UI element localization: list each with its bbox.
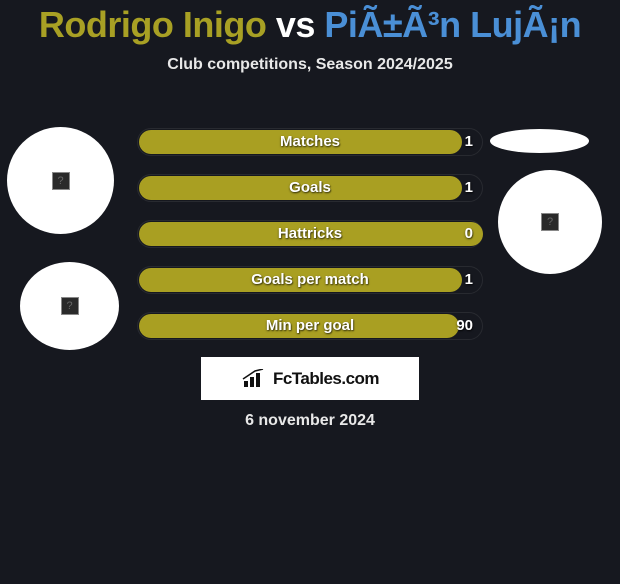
stat-label: Goals per match bbox=[137, 266, 483, 294]
subtitle: Club competitions, Season 2024/2025 bbox=[0, 56, 620, 74]
date: 6 november 2024 bbox=[0, 412, 620, 430]
stat-label: Hattricks bbox=[137, 220, 483, 248]
stats-block: Matches1Goals1Hattricks0Goals per match1… bbox=[137, 128, 483, 358]
stat-label: Goals bbox=[137, 174, 483, 202]
ellipse-right bbox=[490, 129, 589, 153]
avatar-left-1: ? bbox=[7, 127, 114, 234]
broken-image-icon: ? bbox=[52, 172, 70, 190]
stat-row: Matches1 bbox=[137, 128, 483, 156]
title-player2: PiÃ±Ã³n LujÃ¡n bbox=[324, 4, 581, 45]
stat-label: Min per goal bbox=[137, 312, 483, 340]
stat-row: Goals1 bbox=[137, 174, 483, 202]
stat-value: 1 bbox=[465, 128, 473, 156]
page-title: Rodrigo Inigo vs PiÃ±Ã³n LujÃ¡n bbox=[0, 4, 620, 46]
logo-text: FcTables.com bbox=[273, 369, 379, 389]
title-vs: vs bbox=[266, 4, 324, 45]
title-player1: Rodrigo Inigo bbox=[39, 4, 266, 45]
stat-value: 1 bbox=[465, 174, 473, 202]
stat-row: Hattricks0 bbox=[137, 220, 483, 248]
stat-row: Min per goal90 bbox=[137, 312, 483, 340]
broken-image-icon: ? bbox=[61, 297, 79, 315]
avatar-right: ? bbox=[498, 170, 602, 274]
stat-value: 1 bbox=[465, 266, 473, 294]
stat-value: 90 bbox=[456, 312, 473, 340]
avatar-left-2: ? bbox=[20, 262, 119, 350]
stat-value: 0 bbox=[465, 220, 473, 248]
stat-label: Matches bbox=[137, 128, 483, 156]
chart-icon bbox=[241, 369, 267, 389]
stat-row: Goals per match1 bbox=[137, 266, 483, 294]
broken-image-icon: ? bbox=[541, 213, 559, 231]
logo-box: FcTables.com bbox=[201, 357, 419, 400]
